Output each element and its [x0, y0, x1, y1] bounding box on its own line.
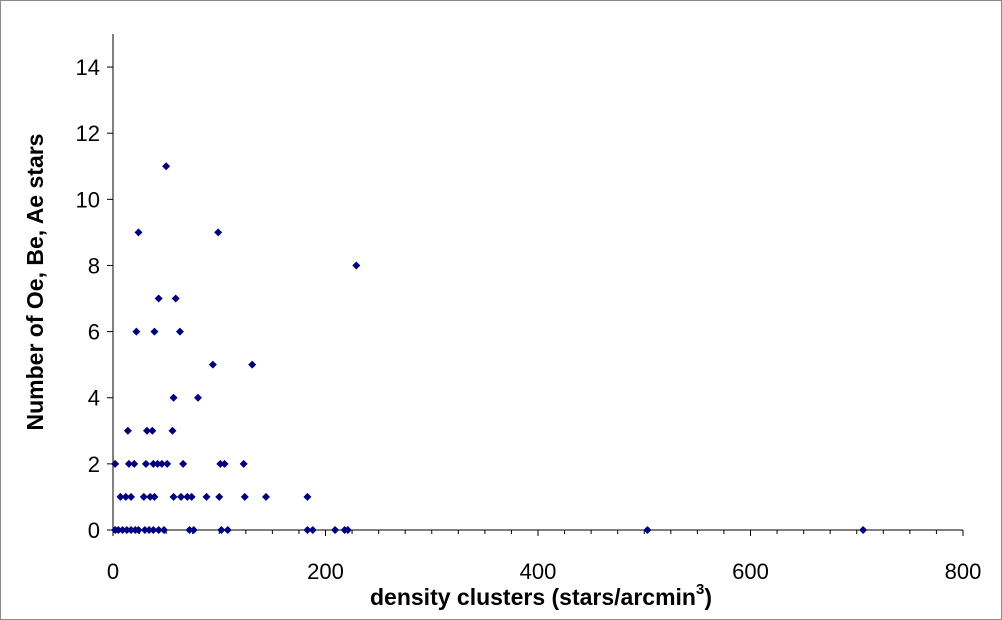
data-point: [262, 492, 270, 501]
data-point: [214, 228, 223, 237]
data-point: [154, 294, 163, 303]
data-point: [202, 492, 211, 501]
data-point: [216, 459, 225, 468]
data-point: [162, 162, 171, 171]
data-point: [217, 526, 226, 534]
data-point: [171, 294, 180, 303]
data-point: [163, 459, 172, 468]
y-tick-label: 0: [88, 518, 100, 543]
data-point: [177, 492, 185, 501]
x-axis-title: density clusters (stars/arcmin3): [370, 581, 712, 610]
data-point: [189, 526, 198, 534]
data-point: [141, 459, 150, 468]
data-point: [154, 526, 163, 534]
y-tick-label: 14: [76, 55, 100, 80]
data-point: [130, 459, 139, 468]
data-point: [139, 492, 148, 501]
data-point: [303, 526, 312, 534]
data-point: [220, 459, 229, 468]
data-point: [114, 526, 123, 534]
data-point: [121, 492, 130, 501]
data-point: [185, 526, 194, 534]
data-point: [127, 492, 136, 501]
data-point: [343, 526, 352, 534]
y-tick-label: 6: [88, 320, 100, 345]
y-tick-label: 12: [76, 121, 100, 146]
data-point: [149, 526, 158, 534]
data-point: [643, 526, 652, 534]
data-point: [134, 526, 143, 534]
data-point: [179, 459, 188, 468]
data-point: [160, 526, 168, 534]
data-point: [859, 526, 868, 534]
data-point: [127, 526, 136, 534]
y-axis-title: Number of Oe, Be, Ae stars: [22, 134, 48, 431]
axis-ticks: [107, 66, 964, 536]
y-tick-label: 2: [88, 452, 100, 477]
data-point: [134, 228, 143, 237]
y-tick-label: 10: [76, 187, 100, 212]
data-point: [169, 492, 178, 501]
tick-labels: 0 2 4 6 8 10 12 14 0 200 400 600 800: [76, 55, 982, 584]
y-tick-label: 4: [88, 386, 100, 411]
data-point: [145, 526, 154, 534]
data-point: [149, 459, 158, 468]
data-point: [194, 393, 202, 402]
data-point: [146, 492, 155, 501]
x-tick-label: 400: [520, 559, 557, 584]
data-point: [153, 459, 162, 468]
data-point: [148, 426, 157, 435]
data-point: [248, 360, 257, 369]
data-point: [169, 393, 178, 402]
data-point: [352, 261, 361, 270]
data-point: [215, 492, 224, 501]
data-points: [111, 162, 868, 534]
x-tick-label: 0: [107, 559, 119, 584]
data-point: [223, 526, 232, 534]
x-tick-label: 200: [307, 559, 344, 584]
data-point: [124, 459, 133, 468]
data-point: [157, 459, 166, 468]
data-point: [118, 526, 127, 534]
data-point: [175, 327, 184, 336]
data-point: [150, 327, 159, 336]
data-point: [331, 526, 340, 534]
data-point: [187, 492, 196, 501]
data-point: [303, 492, 312, 501]
data-point: [140, 526, 149, 534]
data-point: [308, 526, 317, 534]
x-tick-label: 800: [945, 559, 982, 584]
data-point: [123, 426, 132, 435]
axes: [112, 34, 963, 531]
data-point: [240, 492, 249, 501]
data-point: [239, 459, 248, 468]
data-point: [208, 360, 217, 369]
data-point: [116, 492, 125, 501]
data-point: [143, 426, 151, 435]
data-point: [111, 459, 120, 468]
data-point: [183, 492, 192, 501]
data-point: [122, 526, 131, 534]
data-point: [132, 327, 141, 336]
y-tick-label: 8: [88, 253, 100, 278]
data-point: [150, 492, 159, 501]
data-point: [168, 426, 177, 435]
x-tick-label: 600: [732, 559, 769, 584]
